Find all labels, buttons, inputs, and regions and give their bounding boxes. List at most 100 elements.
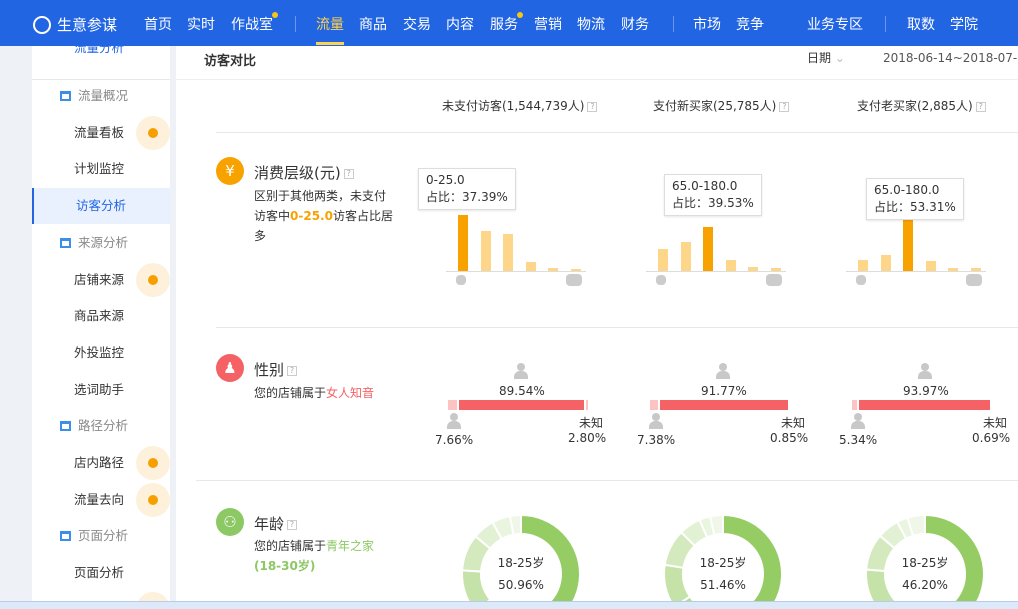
date-select[interactable]: 日期 ⌄	[807, 49, 845, 66]
spend-title: 消费层级(元)?	[254, 162, 354, 183]
bar[interactable]	[458, 214, 468, 271]
bar-tooltip: 0-25.0 占比：37.39%	[418, 168, 516, 210]
nav-item[interactable]: 竞争	[736, 14, 764, 34]
help-icon[interactable]: ?	[779, 101, 790, 112]
sidebar-item-label: 选词助手	[74, 381, 125, 397]
sidebar-item-label: 商品来源	[74, 308, 125, 324]
bar[interactable]	[680, 242, 691, 271]
bar[interactable]	[948, 267, 958, 271]
bar[interactable]	[725, 259, 736, 271]
horizontal-scrollbar[interactable]	[0, 601, 1018, 609]
sidebar-item[interactable]: 选词助手	[32, 372, 170, 408]
gender-bar	[650, 400, 790, 410]
donut-slice[interactable]	[718, 513, 783, 609]
yen-icon: ¥	[216, 157, 244, 185]
sidebar-item[interactable]: 访客分析	[32, 188, 170, 225]
bar[interactable]	[858, 259, 868, 271]
coin-icon-low	[656, 275, 666, 285]
unknown-segment[interactable]	[990, 400, 992, 410]
sidebar-group[interactable]: 页面分析	[32, 518, 170, 554]
unknown-segment[interactable]	[584, 400, 588, 410]
bar[interactable]	[925, 261, 936, 271]
date-range[interactable]: 2018-06-14~2018-07-13	[883, 51, 1018, 65]
nav-item[interactable]: 首页	[144, 14, 172, 34]
nav-item[interactable]: 服务	[490, 12, 523, 34]
guide-dot[interactable]	[136, 482, 170, 517]
bar[interactable]	[880, 255, 891, 271]
help-icon[interactable]: ?	[287, 365, 298, 376]
nav-item[interactable]: 作战室	[231, 12, 278, 34]
nav-item[interactable]: 物流	[577, 14, 605, 34]
sidebar-item[interactable]: 流量去向	[32, 482, 170, 518]
nav-item[interactable]: 学院	[950, 14, 978, 34]
unknown-label: 未知	[579, 416, 604, 430]
bar[interactable]	[703, 227, 713, 271]
female-segment[interactable]	[458, 400, 585, 410]
male-segment[interactable]	[448, 400, 459, 410]
sidebar-item[interactable]: 外投监控	[32, 335, 170, 371]
nav-item[interactable]: 实时	[187, 14, 215, 34]
logo[interactable]: 生意参谋	[33, 14, 117, 35]
nav-item[interactable]: 内容	[446, 14, 474, 34]
male-segment[interactable]	[852, 400, 860, 410]
sidebar-item[interactable]: 店内路径	[32, 445, 170, 481]
spend-desc: 区别于其他两类，未支付访客中0-25.0访客占比居多	[254, 189, 393, 243]
unknown-segment[interactable]	[788, 400, 790, 410]
guide-dot[interactable]	[136, 262, 170, 297]
female-segment[interactable]	[660, 400, 788, 410]
sidebar-item[interactable]: 流量看板	[32, 115, 170, 151]
nav-item[interactable]: 市场	[693, 14, 721, 34]
column-header: 未支付访客(1,544,739人)?	[442, 97, 598, 114]
compass-icon	[33, 15, 51, 34]
sidebar-group[interactable]: 路径分析	[32, 408, 170, 444]
female-pct: 91.77%	[701, 384, 747, 398]
bar[interactable]	[548, 268, 558, 271]
chevron-down-icon: ⌄	[831, 51, 845, 65]
nav-item[interactable]: 财务	[621, 14, 649, 34]
main-panel: 访客对比 日期 ⌄ 2018-06-14~2018-07-13 未支付访客(1,…	[176, 46, 1018, 609]
nav-item[interactable]: 商品	[359, 14, 387, 34]
sidebar-item[interactable]: 商品来源	[32, 298, 170, 334]
sidebar-item-label: 流量概况	[78, 88, 129, 103]
nav-item[interactable]: 交易	[403, 14, 431, 34]
bar[interactable]	[480, 230, 491, 271]
bar[interactable]	[570, 268, 581, 271]
sidebar-group[interactable]: 来源分析	[32, 225, 170, 261]
help-icon[interactable]: ?	[287, 519, 298, 530]
age-range: 18-25岁	[497, 556, 545, 570]
sidebar-item[interactable]: 店铺来源	[32, 262, 170, 298]
bar[interactable]	[770, 268, 781, 271]
donut-slice[interactable]	[924, 513, 985, 609]
sidebar-item-label: 计划监控	[74, 161, 125, 177]
guide-dot[interactable]	[136, 115, 170, 150]
age-pct: 51.46%	[700, 578, 746, 592]
bar[interactable]	[970, 267, 981, 271]
sidebar-item[interactable]: 页面分析	[32, 555, 170, 591]
donut-slice[interactable]	[708, 513, 724, 537]
donut-slice[interactable]	[906, 513, 926, 538]
tooltip-range: 0-25.0	[426, 173, 465, 187]
nav-item[interactable]: 业务专区	[807, 14, 863, 34]
male-segment[interactable]	[650, 400, 661, 410]
nav-item[interactable]: 取数	[907, 14, 935, 34]
nav-label: 作战室	[231, 17, 273, 33]
female-segment[interactable]	[859, 400, 990, 410]
bar[interactable]	[658, 248, 668, 271]
help-icon[interactable]: ?	[343, 168, 354, 179]
help-icon[interactable]: ?	[975, 101, 986, 112]
nav-item[interactable]: 营销	[534, 14, 562, 34]
logo-text: 生意参谋	[57, 16, 118, 34]
bar[interactable]	[903, 211, 913, 271]
nav-item[interactable]: 流量	[316, 14, 344, 45]
bar[interactable]	[525, 262, 536, 271]
donut-slice[interactable]	[508, 513, 522, 536]
male-icon	[649, 413, 663, 429]
sidebar-group[interactable]: 流量概况	[32, 78, 170, 114]
bar[interactable]	[503, 233, 513, 271]
donut-slice[interactable]	[517, 513, 581, 609]
bar[interactable]	[748, 267, 758, 271]
help-icon[interactable]: ?	[587, 101, 598, 112]
sidebar-item[interactable]: 计划监控	[32, 151, 170, 187]
guide-dot[interactable]	[136, 446, 170, 480]
female-pct: 89.54%	[499, 384, 545, 398]
